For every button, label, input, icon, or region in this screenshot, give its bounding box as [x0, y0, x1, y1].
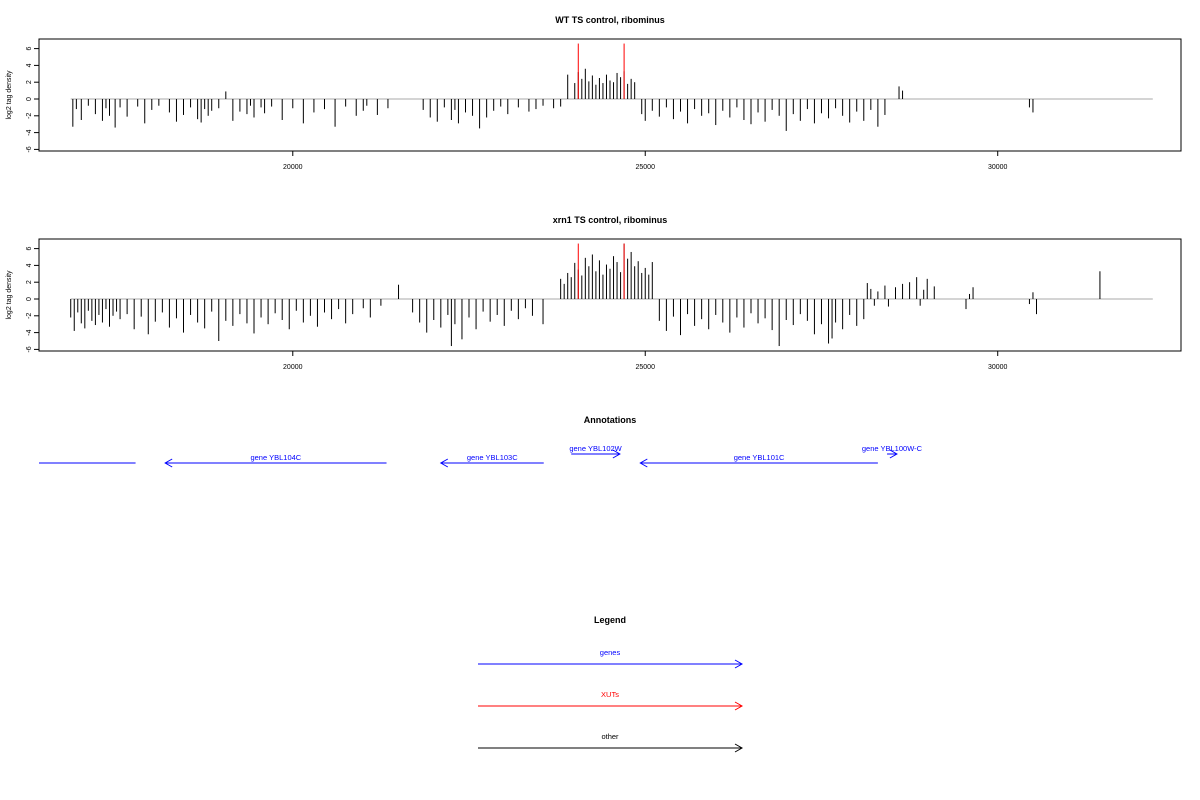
feature-label: gene YBL100W-C	[862, 444, 923, 453]
y-tick-label: -2	[26, 113, 33, 119]
y-tick-label: -4	[26, 329, 33, 335]
x-tick-label: 30000	[988, 164, 1008, 171]
panel-title: WT TS control, ribominus	[555, 15, 665, 25]
panel-title: xrn1 TS control, ribominus	[553, 215, 668, 225]
feature-label: gene YBL102W	[569, 444, 622, 453]
arrow-head	[734, 701, 744, 711]
x-axis: 20000 25000 30000	[283, 351, 1008, 371]
y-tick-label: -4	[26, 129, 33, 135]
x-tick-label: 20000	[283, 164, 303, 171]
y-tick-label: 0	[26, 297, 33, 301]
data-bars	[70, 43, 1153, 131]
y-tick-label: -6	[26, 346, 33, 352]
y-axis-label: log2 tag density	[6, 70, 13, 120]
arrow-head	[164, 458, 173, 468]
x-tick-label: 25000	[636, 164, 656, 171]
y-tick-label: 4	[26, 263, 33, 267]
x-tick-label: 30000	[988, 364, 1008, 371]
y-tick-label: 0	[26, 97, 33, 101]
x-tick-label: 25000	[636, 364, 656, 371]
y-tick-label: 6	[26, 47, 33, 51]
arrow-head	[639, 458, 648, 468]
x-axis: 20000 25000 30000	[283, 151, 1008, 171]
y-axis-label: log2 tag density	[6, 270, 13, 320]
annotations-title: Annotations	[584, 415, 637, 425]
arrow-head	[734, 743, 744, 753]
y-tick-label: 4	[26, 63, 33, 67]
feature-label: gene YBL101C	[734, 453, 785, 462]
feature-label: gene YBL104C	[250, 453, 301, 462]
arrow-head	[612, 449, 621, 459]
annotation-features: gene YBL104C gene YBL103C gene YBL102W gene…	[39, 444, 923, 468]
legend: Legend genes XUTs other	[478, 615, 744, 753]
y-tick-label: -2	[26, 313, 33, 319]
panel-wt: WT TS control, ribominus log2 tag densit…	[6, 15, 1182, 171]
panel-xrn1: xrn1 TS control, ribominus log2 tag dens…	[6, 215, 1182, 371]
feature-label: gene YBL103C	[467, 453, 518, 462]
legend-label: other	[601, 732, 619, 741]
data-bars	[70, 243, 1153, 347]
y-axis: 6 4 2 0 -2 -4 -6	[26, 247, 39, 353]
y-tick-label: -6	[26, 146, 33, 152]
arrow-head	[734, 659, 744, 669]
y-axis: 6 4 2 0 -2 -4 -6	[26, 47, 39, 153]
arrow-head	[439, 458, 449, 468]
annotations-track: Annotations gene YBL104C gene YBL103Cgene…	[39, 415, 923, 468]
legend-label: genes	[600, 648, 621, 657]
y-tick-label: 6	[26, 247, 33, 251]
arrow-head	[889, 449, 898, 459]
legend-label: XUTs	[601, 690, 619, 699]
legend-title: Legend	[594, 615, 626, 625]
plot-frame	[38, 238, 1182, 352]
x-tick-label: 20000	[283, 364, 303, 371]
y-tick-label: 2	[26, 280, 33, 284]
plot-frame	[38, 38, 1182, 152]
legend-items: genes XUTs other	[478, 648, 744, 753]
y-tick-label: 2	[26, 80, 33, 84]
